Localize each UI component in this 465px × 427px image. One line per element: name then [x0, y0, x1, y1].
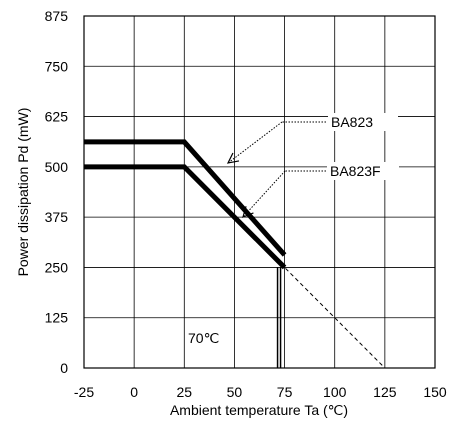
dashed-extension-line	[280, 263, 386, 369]
y-tick-labels: 0 125 250 375 500 625 750 875	[45, 8, 69, 376]
y-tick-label: 0	[60, 360, 68, 376]
series-label-bg	[327, 162, 399, 180]
y-tick-label: 375	[45, 209, 69, 225]
series-line-ba823	[84, 139, 287, 257]
series-label-bg	[328, 113, 398, 131]
series-label: BA823F	[330, 163, 381, 179]
series-line-ba823f	[84, 164, 287, 270]
arrowhead	[226, 152, 240, 164]
x-tick-label: 25	[176, 384, 192, 400]
series-layer	[84, 139, 386, 369]
y-tick-label: 250	[45, 259, 69, 275]
x-tick-labels: -25 0 25 50 75 100 125 150	[74, 384, 447, 400]
series-label: BA823	[331, 114, 373, 130]
arrowhead	[242, 206, 254, 218]
y-axis-label: Power dissipation Pd (mW)	[15, 108, 31, 277]
x-tick-label: -25	[74, 384, 94, 400]
leader-line	[227, 121, 283, 164]
x-tick-label: 125	[373, 384, 397, 400]
annotations: BA823 BA823F 70℃	[188, 113, 399, 346]
x-tick-label: 75	[277, 384, 293, 400]
x-tick-label: 0	[130, 384, 138, 400]
y-tick-label: 875	[45, 8, 69, 24]
leader-line	[242, 170, 286, 218]
x-tick-label: 50	[227, 384, 243, 400]
plot-frame	[83, 15, 436, 369]
x-tick-label: 150	[423, 384, 447, 400]
y-tick-label: 750	[45, 58, 69, 74]
y-tick-label: 625	[45, 109, 69, 125]
x-tick-label: 100	[323, 384, 347, 400]
grid	[83, 15, 436, 369]
y-tick-label: 125	[45, 310, 69, 326]
marker-label: 70℃	[188, 330, 219, 346]
y-tick-label: 500	[45, 159, 69, 175]
x-axis-label: Ambient temperature Ta (℃)	[170, 402, 348, 418]
